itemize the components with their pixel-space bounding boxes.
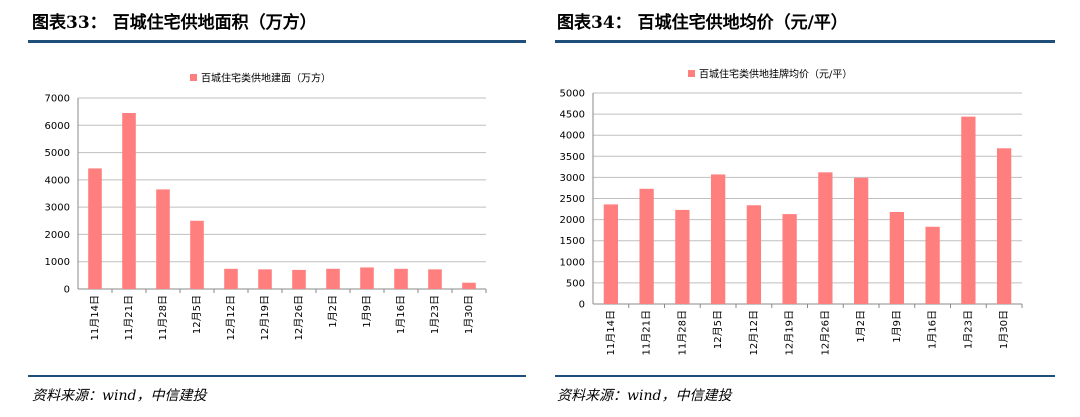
y-tick-label: 500 — [566, 278, 585, 289]
x-tick-label: 1月23日 — [429, 295, 441, 334]
x-tick-label: 1月16日 — [927, 310, 939, 349]
y-tick-label: 3000 — [560, 173, 585, 184]
x-tick-label: 1月30日 — [463, 295, 475, 334]
bar — [818, 172, 833, 304]
y-tick-label: 1500 — [560, 236, 585, 247]
x-tick-label: 12月12日 — [225, 295, 237, 340]
x-tick-label: 1月30日 — [998, 310, 1010, 349]
bar — [961, 116, 976, 304]
bar — [360, 267, 374, 289]
footer-rule — [28, 375, 526, 377]
bar-chart-supply-area: 0 1000 2000 3000 4000 5000 6000 7000 11月14日 11月21… — [45, 72, 487, 340]
x-tick-label: 12月19日 — [784, 310, 796, 355]
chart-panel-avg-price: 图表34： 百城住宅供地均价（元/平） 0 500 1000 1500 2000 2500… — [555, 0, 1080, 417]
x-tick-label: 11月21日 — [641, 310, 653, 355]
bar — [394, 268, 408, 289]
y-tick-label: 5000 — [45, 148, 70, 159]
x-tick-label: 1月2日 — [327, 295, 339, 328]
x-tick-label: 11月28日 — [676, 310, 688, 355]
y-tick-label: 4000 — [45, 175, 70, 186]
x-tick-label: 12月26日 — [293, 295, 305, 340]
legend-label: 百城住宅类供地建面（万方） — [201, 72, 331, 85]
bar — [710, 174, 726, 304]
chart-panel-supply-area: 图表33： 百城住宅供地面积（万方） 0 1000 2000 3000 4000 5000… — [28, 13, 526, 404]
x-tick-label: 11月21日 — [123, 295, 135, 340]
bar — [925, 226, 940, 304]
bar — [782, 214, 797, 304]
bar — [156, 189, 170, 289]
x-tick-label: 11月14日 — [89, 295, 101, 340]
bar — [428, 269, 442, 289]
y-tick-label: 6000 — [45, 121, 70, 132]
y-tick-label: 0 — [579, 300, 585, 311]
y-tick-label: 7000 — [45, 94, 70, 105]
x-tick-label: 11月14日 — [605, 310, 617, 355]
bar — [889, 212, 905, 304]
x-tick-label: 12月12日 — [748, 310, 760, 355]
source-note: 资料来源：wind，中信建投 — [557, 388, 732, 404]
x-tick-label: 1月16日 — [395, 295, 407, 334]
legend-swatch — [190, 74, 197, 81]
bar — [224, 268, 238, 289]
legend-swatch — [688, 70, 695, 77]
y-tick-label: 4500 — [560, 110, 585, 121]
y-tick-label: 2000 — [560, 215, 585, 226]
bar — [190, 220, 204, 289]
bar — [996, 148, 1012, 304]
bar — [292, 269, 306, 289]
bar — [88, 168, 102, 289]
bar — [462, 282, 476, 289]
bar — [639, 188, 654, 304]
y-tick-label: 2500 — [560, 194, 585, 205]
y-tick-label: 0 — [64, 285, 70, 296]
x-tick-label: 12月5日 — [712, 310, 724, 349]
title-rule — [555, 40, 1055, 43]
y-tick-label: 5000 — [560, 89, 585, 100]
y-tick-label: 2000 — [45, 230, 70, 241]
x-tick-label: 1月23日 — [962, 310, 974, 349]
y-tick-label: 3500 — [560, 152, 585, 163]
legend-label: 百城住宅类供地挂牌均价（元/平） — [699, 68, 852, 81]
x-tick-label: 1月9日 — [361, 295, 373, 328]
y-tick-label: 1000 — [560, 257, 585, 268]
bar — [326, 268, 340, 289]
footer-rule — [555, 375, 1055, 377]
bar — [122, 113, 136, 289]
source-note: 资料来源：wind，中信建投 — [32, 388, 207, 404]
bar-chart-avg-price: 0 500 1000 1500 2000 2500 3000 3500 4000 4500 5000… — [560, 68, 1023, 355]
x-tick-label: 12月19日 — [259, 295, 271, 340]
title-rule — [28, 40, 526, 43]
figure-title: 图表33： 百城住宅供地面积（万方） — [32, 13, 317, 33]
x-tick-label: 11月28日 — [157, 295, 169, 340]
bar — [853, 177, 869, 304]
x-tick-label: 1月2日 — [855, 310, 867, 343]
y-tick-label: 4000 — [560, 131, 585, 142]
bar — [258, 269, 272, 289]
bar — [675, 209, 690, 304]
x-tick-label: 12月5日 — [191, 295, 203, 334]
x-tick-label: 1月9日 — [891, 310, 903, 343]
figure-title: 图表34： 百城住宅供地均价（元/平） — [557, 13, 848, 33]
y-tick-label: 3000 — [45, 203, 70, 214]
bar — [746, 205, 762, 304]
y-tick-label: 1000 — [45, 257, 70, 268]
bar — [603, 204, 619, 304]
x-tick-label: 12月26日 — [819, 310, 831, 355]
